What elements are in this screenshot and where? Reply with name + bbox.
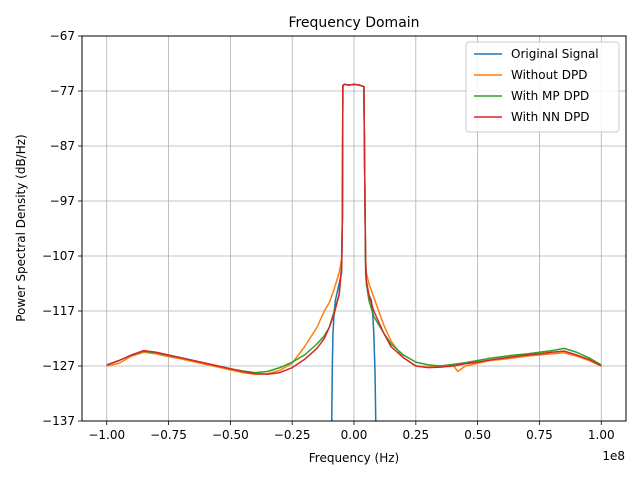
x-tick-label: 0.75 (526, 428, 553, 442)
x-tick-label: 0.25 (402, 428, 429, 442)
y-tick-label: −67 (50, 29, 75, 43)
x-tick-label: 0.50 (464, 428, 491, 442)
y-tick-label: −77 (50, 84, 75, 98)
legend-label: With MP DPD (511, 89, 589, 103)
x-tick-label: 1.00 (588, 428, 615, 442)
x-axis-offset-label: 1e8 (602, 449, 625, 463)
x-axis-label: Frequency (Hz) (309, 451, 400, 465)
y-tick-label: −127 (42, 359, 75, 373)
y-tick-label: −137 (42, 414, 75, 428)
y-tick-label: −87 (50, 139, 75, 153)
y-axis-label: Power Spectral Density (dB/Hz) (14, 134, 28, 321)
chart-title: Frequency Domain (288, 15, 419, 31)
series-lines (106, 83, 602, 422)
legend-box (465, 41, 620, 133)
legend-label: Original Signal (511, 47, 599, 61)
x-tick-label: −0.50 (212, 428, 249, 442)
y-tick-label: −117 (42, 304, 75, 318)
legend-label: With NN DPD (511, 110, 590, 124)
legend: Original Signal Without DPD With MP DPD Wit… (465, 41, 620, 133)
axis-ticks: −1.00 −0.75 −0.50 −0.25 0.00 0.25 0.50 0.75 1.00… (42, 29, 615, 442)
x-tick-label: 0.00 (341, 428, 368, 442)
y-tick-label: −107 (42, 249, 75, 263)
x-tick-label: −0.25 (274, 428, 311, 442)
x-tick-label: −0.75 (150, 428, 187, 442)
series-line-with-nn-dpd (106, 83, 602, 375)
legend-label: Without DPD (511, 68, 587, 82)
y-tick-label: −97 (50, 194, 75, 208)
x-tick-label: −1.00 (88, 428, 125, 442)
